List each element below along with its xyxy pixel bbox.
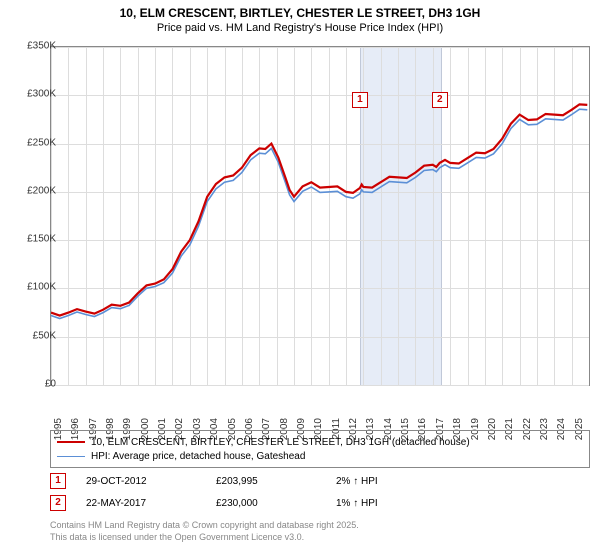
y-axis-label: £350K [27,41,56,52]
y-axis-label: £50K [33,330,56,341]
footer-attribution: Contains HM Land Registry data © Crown c… [50,520,590,543]
legend-label: HPI: Average price, detached house, Gate… [91,451,305,462]
chart-plot-area: 12 [50,46,590,386]
sale-date: 29-OCT-2012 [86,476,216,487]
sale-price: £203,995 [216,476,336,487]
legend-swatch [57,441,85,443]
y-axis-label: £250K [27,137,56,148]
sales-table: 1 29-OCT-2012£203,9952% ↑ HPI 2 22-MAY-2017… [50,470,590,514]
y-axis-label: £150K [27,234,56,245]
y-axis-label: £300K [27,89,56,100]
legend-label: 10, ELM CRESCENT, BIRTLEY, CHESTER LE ST… [91,437,470,448]
footer-line: This data is licensed under the Open Gov… [50,532,590,544]
legend-swatch [57,456,85,457]
footer-line: Contains HM Land Registry data © Crown c… [50,520,590,532]
sale-delta: 1% ↑ HPI [336,498,590,509]
chart-title: 10, ELM CRESCENT, BIRTLEY, CHESTER LE ST… [0,0,600,22]
legend-item: HPI: Average price, detached house, Gate… [57,449,583,463]
sale-marker-icon: 1 [50,473,66,489]
sale-marker-icon: 2 [50,495,66,511]
sale-delta: 2% ↑ HPI [336,476,590,487]
legend-item: 10, ELM CRESCENT, BIRTLEY, CHESTER LE ST… [57,435,583,449]
sales-row: 1 29-OCT-2012£203,9952% ↑ HPI [50,470,590,492]
legend: 10, ELM CRESCENT, BIRTLEY, CHESTER LE ST… [50,430,590,468]
sale-price: £230,000 [216,498,336,509]
y-axis-label: £200K [27,185,56,196]
y-axis-label: £0 [45,379,56,390]
sale-date: 22-MAY-2017 [86,498,216,509]
sales-row: 2 22-MAY-2017£230,0001% ↑ HPI [50,492,590,514]
y-axis-label: £100K [27,282,56,293]
series-hpi [51,109,587,318]
chart-subtitle: Price paid vs. HM Land Registry's House … [0,22,600,38]
